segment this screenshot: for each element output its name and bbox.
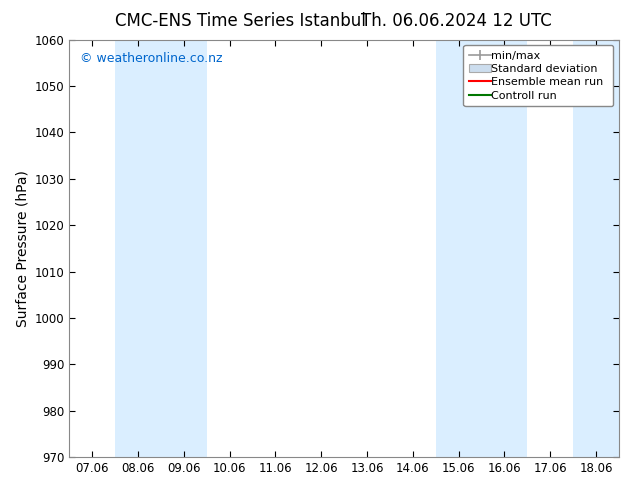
Text: Th. 06.06.2024 12 UTC: Th. 06.06.2024 12 UTC [361,12,552,30]
Bar [482,40,527,457]
Bar [115,40,161,457]
Bar [573,40,619,457]
Bar [436,40,482,457]
Text: © weatheronline.co.nz: © weatheronline.co.nz [80,52,223,65]
Y-axis label: Surface Pressure (hPa): Surface Pressure (hPa) [15,170,29,327]
Text: CMC-ENS Time Series Istanbul: CMC-ENS Time Series Istanbul [115,12,366,30]
Bar [161,40,207,457]
Legend: min/max, Standard deviation, Ensemble mean run, Controll run: min/max, Standard deviation, Ensemble me… [463,45,614,106]
